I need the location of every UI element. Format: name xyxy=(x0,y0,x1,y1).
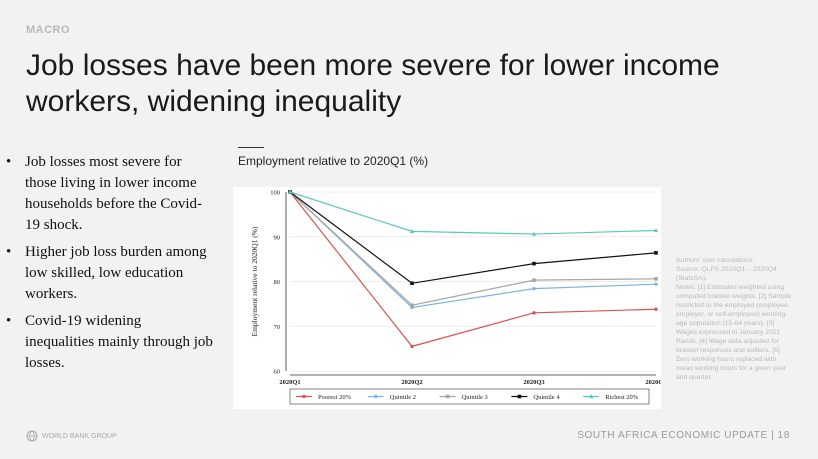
chart-panel: 60 70 80 90 100 2020Q1 2020Q2 2020Q3 2020Q4 Emplo… xyxy=(233,187,667,409)
series-line xyxy=(289,191,657,284)
x-tick-label: 2020Q3 xyxy=(523,379,545,386)
legend-marker xyxy=(374,394,378,399)
y-tick-label: 100 xyxy=(270,190,280,197)
chart-caption: Employment relative to 2020Q1 (%) xyxy=(238,154,429,168)
chart-caption-rule xyxy=(238,147,264,148)
bullet-text: Job losses most severe for those living … xyxy=(25,154,203,233)
bullet-icon: • xyxy=(6,244,12,260)
bullet-text: Higher job loss burden among low skilled… xyxy=(25,244,207,302)
data-point xyxy=(410,344,414,349)
data-point xyxy=(410,281,414,286)
bullet-icon: • xyxy=(6,154,12,170)
data-point xyxy=(532,278,536,282)
x-tick-label: 2020Q4 xyxy=(645,379,661,386)
y-axis-label: Employment relative to 2020Q1 (%) xyxy=(250,226,259,336)
data-point xyxy=(654,307,658,311)
data-point xyxy=(654,282,658,286)
bullet-text: Covid-19 widening inequalities mainly th… xyxy=(25,313,213,371)
series-line xyxy=(289,191,657,309)
x-tick-label: 2020Q1 xyxy=(279,379,300,386)
data-point xyxy=(654,251,658,255)
data-point xyxy=(532,261,536,266)
legend-box xyxy=(289,388,650,405)
data-point xyxy=(409,228,415,233)
legend-label: Quintile 2 xyxy=(390,394,416,401)
line-chart: 60 70 80 90 100 2020Q1 2020Q2 2020Q3 2020Q4 Emplo… xyxy=(250,189,667,405)
slide-title: Job losses have been more severe for low… xyxy=(26,49,720,118)
series-line xyxy=(289,191,657,235)
y-tick-label: 90 xyxy=(274,234,281,241)
y-tick-label: 70 xyxy=(274,324,281,331)
globe-icon xyxy=(26,430,38,442)
bullet-item: • Higher job loss burden among low skille… xyxy=(6,242,214,305)
notes-source: Source: QLFS 2020Q1 – 2020Q4 (StatsSA). xyxy=(676,266,777,282)
data-point xyxy=(410,303,414,308)
notes-details: Notes: [1] Estimates weighted using comp… xyxy=(676,284,792,381)
section-label: MACRO xyxy=(26,24,71,36)
series-line xyxy=(289,191,657,348)
series-line xyxy=(289,191,657,306)
legend-label: Poorest 20% xyxy=(318,394,352,401)
data-point xyxy=(532,311,536,315)
logo-text: WORLD BANK GROUP xyxy=(42,432,117,440)
logo: WORLD BANK GROUP xyxy=(26,430,117,442)
bullet-item: • Covid-19 widening inequalities mainly t… xyxy=(6,311,214,374)
data-point xyxy=(654,277,658,281)
data-point xyxy=(532,286,536,291)
y-tick-label: 80 xyxy=(274,279,281,286)
legend-marker xyxy=(302,394,306,399)
bullet-item: • Job losses most severe for those living… xyxy=(6,152,214,236)
notes-authors: Authors' own calculations. xyxy=(676,257,755,264)
data-point xyxy=(287,189,293,194)
legend-marker xyxy=(517,394,522,399)
legend-label: Quintile 3 xyxy=(462,394,488,401)
legend-marker xyxy=(589,394,594,399)
legend-label: Richest 20% xyxy=(605,394,639,401)
legend-marker xyxy=(445,394,450,399)
y-tick-label: 60 xyxy=(274,369,281,376)
bullet-list: • Job losses most severe for those living… xyxy=(6,152,214,380)
legend-label: Quintile 4 xyxy=(533,394,560,401)
data-point xyxy=(531,231,537,236)
data-point xyxy=(653,228,659,233)
footer-text: SOUTH AFRICA ECONOMIC UPDATE | 18 xyxy=(577,430,790,441)
chart-notes: Authors' own calculations. Source: QLFS … xyxy=(676,256,794,382)
x-tick-label: 2020Q2 xyxy=(401,379,422,386)
bullet-icon: • xyxy=(6,313,12,329)
